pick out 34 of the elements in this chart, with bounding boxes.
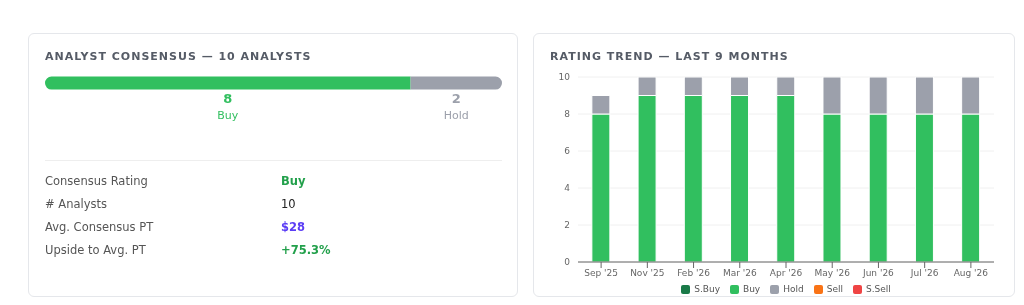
- y-tick-label: 0: [564, 257, 571, 268]
- y-tick-label: 6: [564, 146, 571, 157]
- x-tick-label: Apr '26: [769, 268, 803, 279]
- series-label: Hold: [442, 109, 470, 123]
- legend-label: S.Sell: [864, 284, 891, 294]
- y-tick-label: 4: [564, 183, 571, 194]
- chart-title: RATING TREND — LAST 9 MONTHS: [550, 50, 789, 63]
- y-tick-label: 8: [564, 109, 571, 120]
- text: Avg. Consensus PT: [45, 220, 155, 236]
- chart-title: ANALYST CONSENSUS — 10 ANALYSTS: [45, 50, 312, 63]
- data-label: 8: [222, 91, 234, 106]
- text: $28: [281, 220, 306, 236]
- text: Consensus Rating: [45, 174, 149, 190]
- x-tick-label: Mar '26: [722, 268, 757, 279]
- text: # Analysts: [45, 197, 108, 213]
- legend-label: Sell: [825, 284, 843, 294]
- legend-label: Hold: [782, 284, 804, 294]
- x-tick-label: Jun '26: [862, 268, 895, 279]
- text: 10: [281, 197, 296, 213]
- x-tick-label: Jul '26: [909, 268, 939, 279]
- x-tick-label: May '26: [814, 268, 851, 279]
- text: Upside to Avg. PT: [45, 243, 147, 259]
- data-label: 2: [450, 91, 462, 106]
- text: +75.3%: [281, 243, 331, 259]
- x-tick-label: Aug '26: [953, 268, 989, 279]
- x-tick-label: Feb '26: [677, 268, 711, 279]
- x-tick-label: Sep '25: [584, 268, 618, 279]
- y-tick-label: 10: [558, 72, 571, 83]
- legend-label: Buy: [742, 284, 761, 294]
- y-tick-label: 2: [564, 220, 570, 231]
- text: Buy: [281, 174, 306, 190]
- x-tick-label: Nov '25: [630, 268, 665, 279]
- legend-label: S.Buy: [693, 284, 720, 294]
- series-label: Buy: [216, 109, 240, 123]
